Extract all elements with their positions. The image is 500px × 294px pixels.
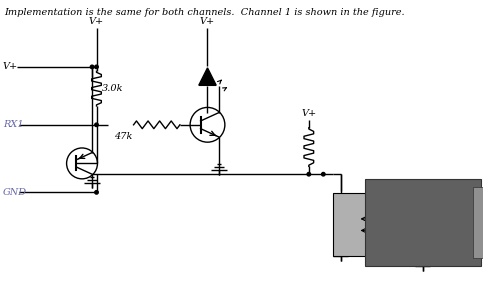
Bar [473, 187, 484, 258]
Text: 3.0k: 3.0k [102, 84, 124, 93]
Text: GND: GND [3, 188, 27, 197]
Text: 47k: 47k [114, 131, 132, 141]
Text: RX1: RX1 [3, 120, 24, 129]
Text: Implementation is the same for both channels.  Channel 1 is shown in the figure.: Implementation is the same for both chan… [4, 8, 404, 17]
Bar [333, 193, 381, 256]
Circle shape [307, 173, 310, 176]
Circle shape [95, 65, 98, 69]
Circle shape [322, 173, 325, 176]
Circle shape [95, 191, 98, 194]
Circle shape [90, 65, 94, 69]
Text: V+: V+ [302, 109, 316, 118]
Polygon shape [199, 68, 216, 85]
Text: V+: V+ [3, 62, 18, 71]
Text: V+: V+ [200, 17, 215, 26]
Bar [365, 179, 480, 266]
Circle shape [95, 123, 98, 126]
Text: V+: V+ [89, 17, 104, 26]
